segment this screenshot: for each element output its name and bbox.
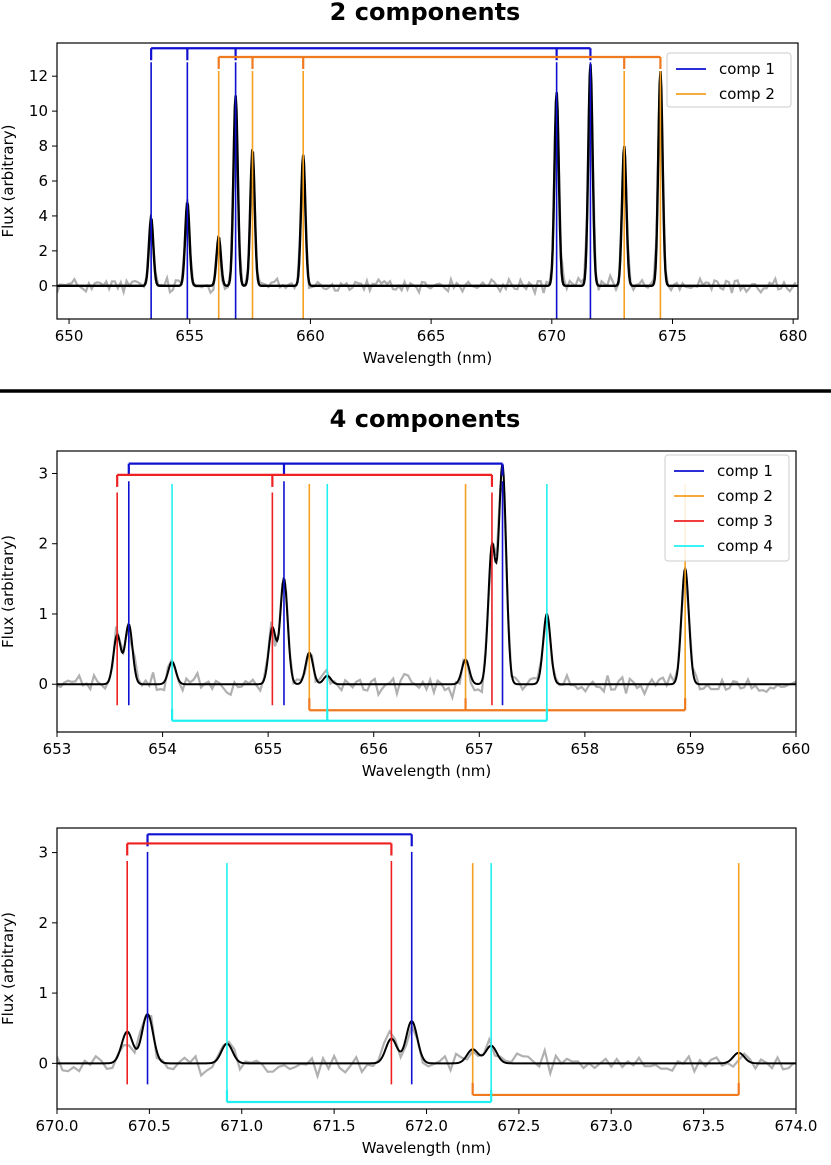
x-tick-label: 680	[779, 327, 808, 345]
plot-area	[57, 833, 796, 1104]
x-axis-label: Wavelength (nm)	[363, 349, 493, 367]
legend: comp 1 comp 2	[666, 52, 792, 108]
y-tick-label: 0	[38, 1054, 48, 1072]
legend-label: comp 3	[717, 512, 773, 530]
x-tick-label: 675	[658, 327, 687, 345]
y-tick-label: 10	[29, 102, 48, 120]
x-tick-label: 665	[417, 327, 446, 345]
x-tick-label: 659	[676, 740, 705, 758]
axes-frame	[56, 450, 797, 733]
y-tick-label: 6	[38, 172, 48, 190]
model-spectrum	[57, 462, 796, 686]
x-tick-label: 670.5	[128, 1117, 171, 1135]
legend-label: comp 2	[717, 487, 773, 505]
x-tick-label: 672.5	[497, 1117, 540, 1135]
y-tick-label: 2	[38, 914, 48, 932]
y-tick-label: 3	[38, 844, 48, 862]
x-axis-label: Wavelength (nm)	[362, 762, 492, 780]
panel-4-components-a: 653 654 655 656 657 658 659 660 0 1 2 3 Wavelength (…	[0, 450, 811, 780]
y-tick-label: 0	[38, 277, 48, 295]
y-tick-label: 3	[38, 464, 48, 482]
legend-label: comp 4	[717, 537, 773, 555]
y-tick-label: 0	[38, 675, 48, 693]
legend-label: comp 1	[717, 462, 773, 480]
legend-label: comp 2	[719, 85, 775, 103]
model-spectrum	[57, 64, 798, 288]
x-tick-label: 650	[55, 327, 84, 345]
plot-area	[57, 462, 796, 722]
x-tick-label: 670.0	[36, 1117, 79, 1135]
x-tick-label: 656	[359, 740, 388, 758]
x-tick-label: 673.5	[682, 1117, 725, 1135]
model-spectrum	[57, 1013, 796, 1065]
y-tick-label: 4	[38, 207, 48, 225]
x-tick-label: 673.0	[590, 1117, 633, 1135]
y-tick-label: 1	[38, 605, 48, 623]
x-tick-label: 670	[537, 327, 566, 345]
x-tick-label: 660	[296, 327, 325, 345]
legend: comp 1 comp 2 comp 3 comp 4	[664, 454, 790, 562]
y-axis-label: Flux (arbitrary)	[0, 125, 17, 238]
plot-area	[57, 47, 798, 319]
panel-4-components-b: 670.0 670.5 671.0 671.5 672.0 672.5 673.0 673.5…	[0, 827, 818, 1157]
x-axis-label: Wavelength (nm)	[362, 1139, 492, 1157]
legend-box	[664, 454, 790, 562]
top-title: 2 components	[330, 0, 521, 26]
x-tick-label: 660	[782, 740, 811, 758]
x-tick-label: 671.0	[220, 1117, 263, 1135]
x-tick-label: 658	[571, 740, 600, 758]
x-tick-label: 674.0	[775, 1117, 818, 1135]
x-tick-label: 655	[254, 740, 283, 758]
x-tick-label: 657	[465, 740, 494, 758]
x-tick-label: 655	[175, 327, 204, 345]
y-tick-label: 12	[29, 67, 48, 85]
panel-2-components: 650 655 660 665 670 675 680 0 2 4 6 8 10 12 Wavelength…	[0, 42, 808, 367]
x-tick-label: 672.0	[405, 1117, 448, 1135]
legend-label: comp 1	[719, 60, 775, 78]
y-axis-label: Flux (arbitrary)	[0, 912, 17, 1025]
observed-spectrum	[57, 1015, 795, 1080]
x-tick-label: 671.5	[313, 1117, 356, 1135]
x-tick-label: 653	[43, 740, 72, 758]
observed-spectrum	[57, 484, 796, 702]
y-tick-label: 1	[38, 984, 48, 1002]
bottom-title: 4 components	[330, 405, 521, 433]
y-tick-label: 8	[38, 137, 48, 155]
y-axis-label: Flux (arbitrary)	[0, 535, 17, 648]
x-tick-label: 654	[148, 740, 177, 758]
y-tick-label: 2	[38, 535, 48, 553]
y-tick-label: 2	[38, 242, 48, 260]
